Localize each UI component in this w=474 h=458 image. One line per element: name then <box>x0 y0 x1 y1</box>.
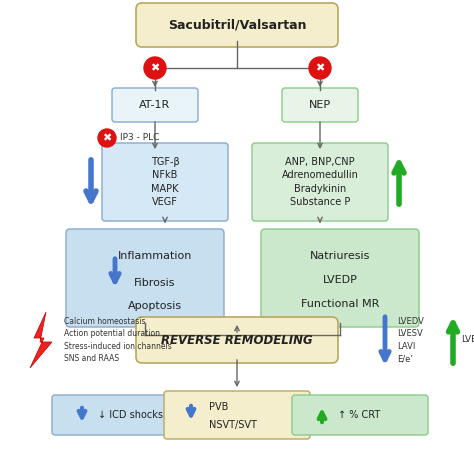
FancyBboxPatch shape <box>102 143 228 221</box>
Circle shape <box>144 57 166 79</box>
FancyBboxPatch shape <box>136 3 338 47</box>
Text: AT-1R: AT-1R <box>139 100 171 110</box>
Text: ✖: ✖ <box>102 133 112 143</box>
FancyBboxPatch shape <box>52 395 188 435</box>
FancyBboxPatch shape <box>252 143 388 221</box>
Text: Inflammation: Inflammation <box>118 251 192 261</box>
Polygon shape <box>30 312 52 368</box>
FancyBboxPatch shape <box>112 88 198 122</box>
FancyBboxPatch shape <box>261 229 419 327</box>
Text: ✖: ✖ <box>315 63 325 73</box>
FancyBboxPatch shape <box>292 395 428 435</box>
Text: ↓ ICD shocks: ↓ ICD shocks <box>98 410 163 420</box>
FancyBboxPatch shape <box>66 229 224 327</box>
Text: Fibrosis: Fibrosis <box>134 278 176 288</box>
FancyBboxPatch shape <box>282 88 358 122</box>
Text: PVB: PVB <box>209 402 228 412</box>
Text: ANP, BNP,CNP
Adrenomedullin
Bradykinin
Substance P: ANP, BNP,CNP Adrenomedullin Bradykinin S… <box>282 157 358 207</box>
Circle shape <box>309 57 331 79</box>
Text: LVEDP: LVEDP <box>323 275 357 285</box>
Text: REVERSE REMODELING: REVERSE REMODELING <box>161 333 313 347</box>
Text: NSVT/SVT: NSVT/SVT <box>209 420 257 430</box>
Text: LVEDV
LVESV
LAVI
E/e’: LVEDV LVESV LAVI E/e’ <box>397 317 424 363</box>
Text: NEP: NEP <box>309 100 331 110</box>
Text: Natriuresis: Natriuresis <box>310 251 370 261</box>
Text: Sacubitril/Valsartan: Sacubitril/Valsartan <box>168 18 306 32</box>
Circle shape <box>98 129 116 147</box>
FancyBboxPatch shape <box>136 317 338 363</box>
Text: IP3 - PLC: IP3 - PLC <box>120 133 159 142</box>
FancyBboxPatch shape <box>164 391 310 439</box>
Text: Calcium homeostasis
Action potential duration
Stress-induced ion channels
SNS an: Calcium homeostasis Action potential dur… <box>64 317 172 363</box>
Text: ✖: ✖ <box>150 63 160 73</box>
Text: ↑ % CRT: ↑ % CRT <box>338 410 380 420</box>
Text: Functional MR: Functional MR <box>301 299 379 309</box>
Text: Apoptosis: Apoptosis <box>128 301 182 311</box>
Text: LVEF: LVEF <box>461 336 474 344</box>
Text: TGF-β
NFkB
MAPK
VEGF: TGF-β NFkB MAPK VEGF <box>151 157 179 207</box>
